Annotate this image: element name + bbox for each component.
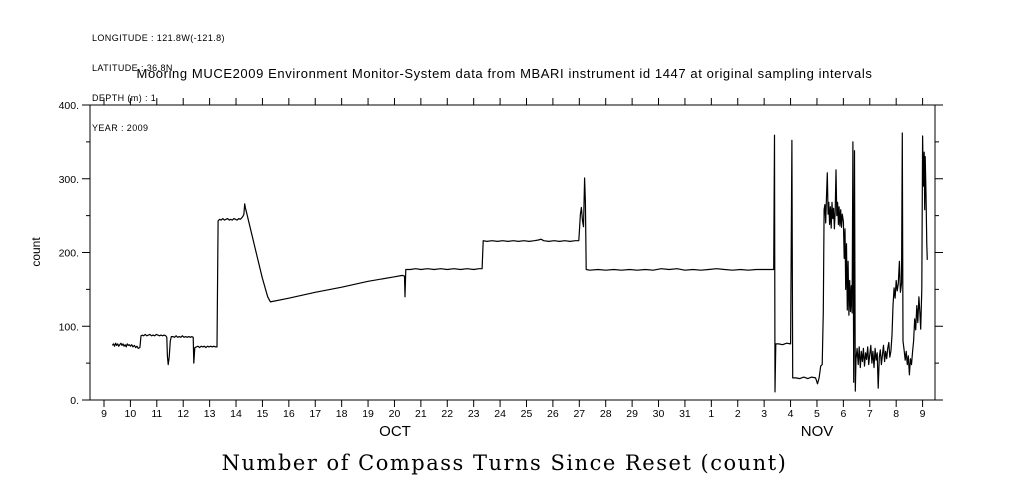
x-tick-label: 14 bbox=[230, 408, 242, 420]
x-tick-label: 31 bbox=[679, 408, 691, 420]
x-tick-label: 20 bbox=[389, 408, 401, 420]
x-tick-label: 15 bbox=[257, 408, 269, 420]
x-tick-label: 8 bbox=[893, 408, 899, 420]
x-tick-label: 7 bbox=[867, 408, 873, 420]
y-tick-label: 300. bbox=[59, 174, 79, 186]
metadata-longitude: LONGITUDE : 121.8W(-121.8) bbox=[92, 33, 225, 43]
metadata-block: LONGITUDE : 121.8W(-121.8) LATITUDE : 36… bbox=[92, 13, 225, 153]
x-tick-label: 19 bbox=[362, 408, 374, 420]
x-tick-label: 2 bbox=[735, 408, 741, 420]
x-tick-label: 28 bbox=[600, 408, 612, 420]
x-tick-label: 25 bbox=[521, 408, 533, 420]
metadata-year: YEAR : 2009 bbox=[92, 123, 149, 133]
month-label-oct: OCT bbox=[379, 423, 411, 440]
month-label-nov: NOV bbox=[800, 423, 834, 440]
data-polyline bbox=[111, 132, 928, 393]
x-tick-label: 27 bbox=[573, 408, 585, 420]
figure-caption: Number of Compass Turns Since Reset (cou… bbox=[221, 451, 788, 475]
x-tick-label: 23 bbox=[468, 408, 480, 420]
x-tick-label: 21 bbox=[415, 408, 427, 420]
x-tick-label: 16 bbox=[283, 408, 295, 420]
x-tick-label: 10 bbox=[125, 408, 137, 420]
x-tick-label: 24 bbox=[494, 408, 506, 420]
x-tick-label: 18 bbox=[336, 408, 348, 420]
x-tick-label: 12 bbox=[177, 408, 189, 420]
x-tick-label: 26 bbox=[547, 408, 559, 420]
plot-frame bbox=[89, 104, 936, 401]
metadata-latitude: LATITUDE : 36.8N bbox=[92, 63, 173, 73]
y-tick-label: 0. bbox=[70, 395, 79, 407]
x-tick-label: 30 bbox=[653, 408, 665, 420]
x-tick-label: 13 bbox=[204, 408, 216, 420]
x-tick-label: 6 bbox=[840, 408, 846, 420]
y-tick-label: 200. bbox=[59, 248, 79, 260]
x-tick-label: 5 bbox=[814, 408, 820, 420]
x-tick-label: 3 bbox=[761, 408, 767, 420]
x-tick-label: 1 bbox=[708, 408, 714, 420]
y-tick-label: 100. bbox=[59, 321, 79, 333]
y-tick-label: 400. bbox=[59, 100, 79, 112]
x-tick-label: 11 bbox=[151, 408, 162, 420]
x-tick-label: 4 bbox=[788, 408, 794, 420]
metadata-depth: DEPTH (m) : 1 bbox=[92, 93, 157, 103]
chart-title: Mooring MUCE2009 Environment Monitor-Sys… bbox=[136, 66, 873, 81]
x-tick-label: 9 bbox=[101, 408, 107, 420]
x-tick-label: 29 bbox=[626, 408, 638, 420]
y-axis-label: count bbox=[29, 237, 43, 267]
x-tick-label: 9 bbox=[920, 408, 926, 420]
x-tick-label: 17 bbox=[309, 408, 321, 420]
x-tick-label: 22 bbox=[441, 408, 453, 420]
